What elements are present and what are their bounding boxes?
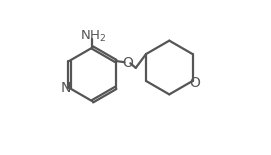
Text: O: O	[189, 76, 200, 90]
Text: N: N	[61, 81, 71, 95]
Text: O: O	[122, 55, 133, 70]
Text: NH$_2$: NH$_2$	[80, 29, 107, 44]
